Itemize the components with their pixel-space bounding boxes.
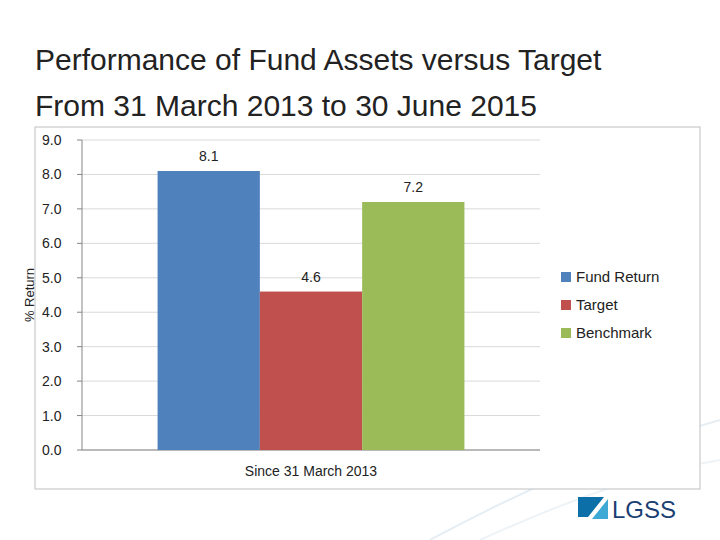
background xyxy=(0,0,720,540)
data-label: 8.1 xyxy=(199,148,219,164)
legend-label: Fund Return xyxy=(576,268,659,285)
y-tick-label: 5.0 xyxy=(42,270,62,286)
y-tick-label: 4.0 xyxy=(42,304,62,320)
y-tick-label: 3.0 xyxy=(42,339,62,355)
grid-line xyxy=(82,243,540,244)
y-axis-label: % Return xyxy=(22,268,37,322)
y-tick-label: 0.0 xyxy=(42,442,62,458)
bar xyxy=(260,292,362,450)
grid-line xyxy=(82,174,540,175)
grid-line xyxy=(82,208,540,209)
y-tick-label: 8.0 xyxy=(42,166,62,182)
tick-mark xyxy=(77,415,82,416)
y-tick-label: 6.0 xyxy=(42,235,62,251)
tick-mark xyxy=(77,346,82,347)
tick-mark xyxy=(77,312,82,313)
y-axis xyxy=(82,140,83,450)
legend-swatch xyxy=(561,300,571,310)
bar xyxy=(158,171,260,450)
y-tick-label: 7.0 xyxy=(42,201,62,217)
y-tick-label: 2.0 xyxy=(42,373,62,389)
logo-icon xyxy=(592,499,608,519)
y-tick-label: 9.0 xyxy=(42,132,62,148)
tick-mark xyxy=(77,381,82,382)
title: Performance of Fund Assets versus Target xyxy=(35,43,602,76)
tick-mark xyxy=(77,174,82,175)
grid-line xyxy=(82,140,540,141)
legend-swatch xyxy=(561,272,571,282)
legend-label: Benchmark xyxy=(576,324,652,341)
tick-mark xyxy=(77,140,82,141)
bars xyxy=(158,171,465,450)
logo-text: LGSS xyxy=(612,496,676,523)
subtitle: From 31 March 2013 to 30 June 2015 xyxy=(35,89,537,122)
legend-swatch xyxy=(561,328,571,338)
tick-mark xyxy=(77,208,82,209)
tick-mark xyxy=(77,277,82,278)
y-tick-label: 1.0 xyxy=(42,408,62,424)
chart-canvas: Performance of Fund Assets versus Target… xyxy=(0,0,720,540)
tick-mark xyxy=(77,243,82,244)
tick-mark xyxy=(77,450,82,451)
legend-label: Target xyxy=(576,296,619,313)
data-label: 7.2 xyxy=(404,179,424,195)
x-tick-label: Since 31 March 2013 xyxy=(245,463,378,479)
data-label: 4.6 xyxy=(301,269,321,285)
chart-frame xyxy=(35,127,700,489)
bar xyxy=(362,202,464,450)
